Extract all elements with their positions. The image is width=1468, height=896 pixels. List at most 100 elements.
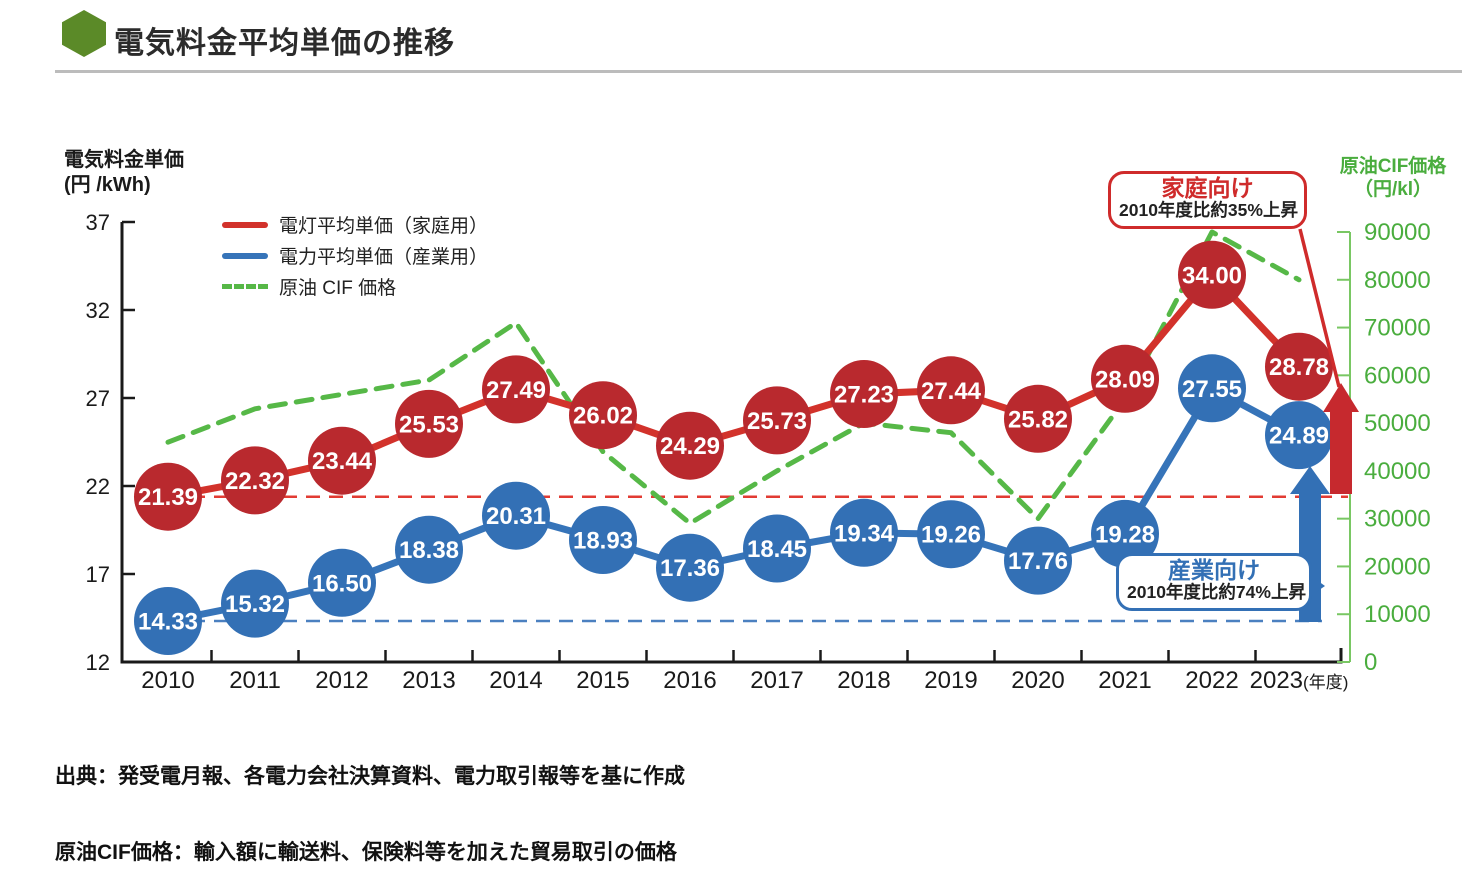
axis-frame — [120, 222, 1343, 664]
data-point-value: 19.28 — [1095, 521, 1155, 548]
data-point-marker — [395, 389, 463, 458]
data-point-marker — [917, 356, 985, 425]
data-point-marker — [1091, 344, 1159, 413]
data-point-marker — [482, 355, 550, 424]
right-axis-title-line2: （円/kl） — [1353, 178, 1433, 200]
data-point-value: 27.23 — [834, 382, 894, 409]
data-point-value: 22.32 — [225, 468, 285, 495]
data-point-marker — [656, 411, 724, 480]
data-point-marker — [1178, 240, 1246, 309]
right-axis-tick-label: 70000 — [1364, 315, 1431, 342]
right-axis-title: 原油CIF価格 （円/kl） — [1320, 156, 1466, 202]
left-axis-tick-label: 32 — [86, 298, 110, 323]
x-axis-year-label: 2023(年度) — [1250, 667, 1349, 694]
data-point-value: 14.33 — [138, 609, 198, 636]
cif-definition-note: 原油CIF価格：輸入額に輸送料、保険料等を加えた貿易取引の価格 — [55, 841, 677, 864]
left-axis-tick-label: 12 — [86, 650, 110, 675]
header-divider — [55, 70, 1462, 73]
data-point-value: 27.44 — [921, 378, 982, 405]
legend-item-household: 電灯平均単価（家庭用） — [222, 209, 488, 240]
x-axis-year-label: 2020 — [1011, 667, 1064, 694]
data-point-marker — [569, 506, 637, 574]
legend: 電灯平均単価（家庭用） 電力平均単価（産業用） 原油 CIF 価格 — [222, 209, 488, 302]
data-point-value: 25.73 — [747, 408, 807, 435]
data-point-value: 23.44 — [312, 448, 373, 475]
household-callout-title: 家庭向け — [1161, 175, 1254, 201]
x-axis-year-label: 2015 — [576, 667, 629, 694]
data-point-marker — [917, 500, 985, 569]
x-axis-year-label: 2014 — [489, 667, 542, 694]
household-line-swatch — [222, 221, 268, 228]
household-callout-connector — [1298, 228, 1341, 388]
right-axis-tick-label: 40000 — [1364, 458, 1431, 485]
data-point-value: 19.26 — [921, 522, 981, 549]
data-point-marker — [1265, 401, 1333, 470]
legend-item-cif: 原油 CIF 価格 — [222, 271, 488, 302]
data-point-value: 25.53 — [399, 411, 459, 438]
data-point-value: 26.02 — [573, 403, 633, 430]
data-point-value: 19.34 — [834, 520, 895, 547]
right-axis-tick-label: 20000 — [1364, 553, 1431, 580]
right-axis-tick-label: 0 — [1364, 649, 1377, 676]
data-point-marker — [395, 515, 463, 584]
data-point-marker — [308, 548, 376, 617]
left-axis-tick-label: 17 — [86, 562, 110, 587]
right-axis-title-line1: 原油CIF価格 — [1339, 156, 1447, 177]
data-point-value: 28.09 — [1095, 366, 1155, 393]
data-point-value: 15.32 — [225, 591, 285, 618]
data-point-value: 21.39 — [138, 484, 198, 511]
data-point-marker — [743, 514, 811, 583]
right-axis-tick-label: 60000 — [1364, 362, 1431, 389]
data-point-marker — [221, 569, 289, 638]
legend-label-cif: 原油 CIF 価格 — [279, 278, 397, 299]
data-point-marker — [482, 481, 550, 550]
x-axis-year-label: 2011 — [229, 667, 281, 694]
data-point-marker — [830, 498, 898, 567]
data-point-value: 18.45 — [747, 536, 807, 563]
left-axis-title-line2: (円 /kWh) — [64, 174, 151, 196]
data-point-value: 34.00 — [1182, 262, 1242, 289]
industry-callout-subtitle: 2010年度比約74%上昇 — [1127, 582, 1306, 603]
x-axis-year-label: 2017 — [750, 667, 803, 694]
data-point-marker — [134, 462, 202, 531]
data-point-marker — [830, 360, 898, 428]
left-axis-title: 電気料金単価 (円 /kWh) — [64, 148, 184, 198]
left-axis-title-line1: 電気料金単価 — [64, 149, 184, 171]
data-point-marker — [569, 381, 637, 450]
left-axis-tick-label: 27 — [86, 386, 110, 411]
data-point-marker — [1265, 332, 1333, 401]
data-point-value: 28.78 — [1269, 354, 1329, 381]
data-point-value: 18.38 — [399, 537, 459, 564]
household-callout: 家庭向け 2010年度比約35%上昇 — [1108, 171, 1307, 229]
x-axis-year-label: 2019 — [924, 667, 977, 694]
household-callout-subtitle: 2010年度比約35%上昇 — [1119, 200, 1298, 221]
left-axis-tick-label: 22 — [86, 474, 110, 499]
x-axis-year-label: 2022 — [1185, 667, 1238, 694]
x-axis-year-label: 2021 — [1098, 667, 1151, 694]
data-point-marker — [221, 446, 289, 515]
industry-line-swatch — [222, 252, 268, 259]
data-point-marker — [1178, 354, 1246, 423]
x-axis-year-label: 2010 — [141, 667, 194, 694]
x-axis-year-label: 2013 — [402, 667, 455, 694]
data-point-value: 24.29 — [660, 433, 720, 460]
data-point-marker — [743, 386, 811, 455]
industry-callout-title: 産業向け — [1168, 557, 1260, 583]
industry-callout: 産業向け 2010年度比約74%上昇 — [1116, 553, 1312, 611]
data-point-value: 27.55 — [1182, 376, 1242, 403]
right-axis-tick-label: 50000 — [1364, 410, 1431, 437]
cif-dashed-line-swatch — [222, 284, 268, 289]
data-point-value: 27.49 — [486, 377, 546, 404]
page-title: 電気料金平均単価の推移 — [114, 27, 455, 60]
data-point-marker — [1004, 526, 1072, 595]
legend-label-household: 電灯平均単価（家庭用） — [279, 216, 489, 237]
x-axis-year-label: 2012 — [315, 667, 368, 694]
data-point-marker — [308, 426, 376, 495]
data-point-value: 16.50 — [312, 570, 372, 597]
right-axis-tick-label: 30000 — [1364, 506, 1431, 533]
left-axis-tick-label: 37 — [86, 210, 110, 235]
right-axis-tick-label: 80000 — [1364, 267, 1431, 294]
data-point-value: 25.82 — [1008, 406, 1068, 433]
